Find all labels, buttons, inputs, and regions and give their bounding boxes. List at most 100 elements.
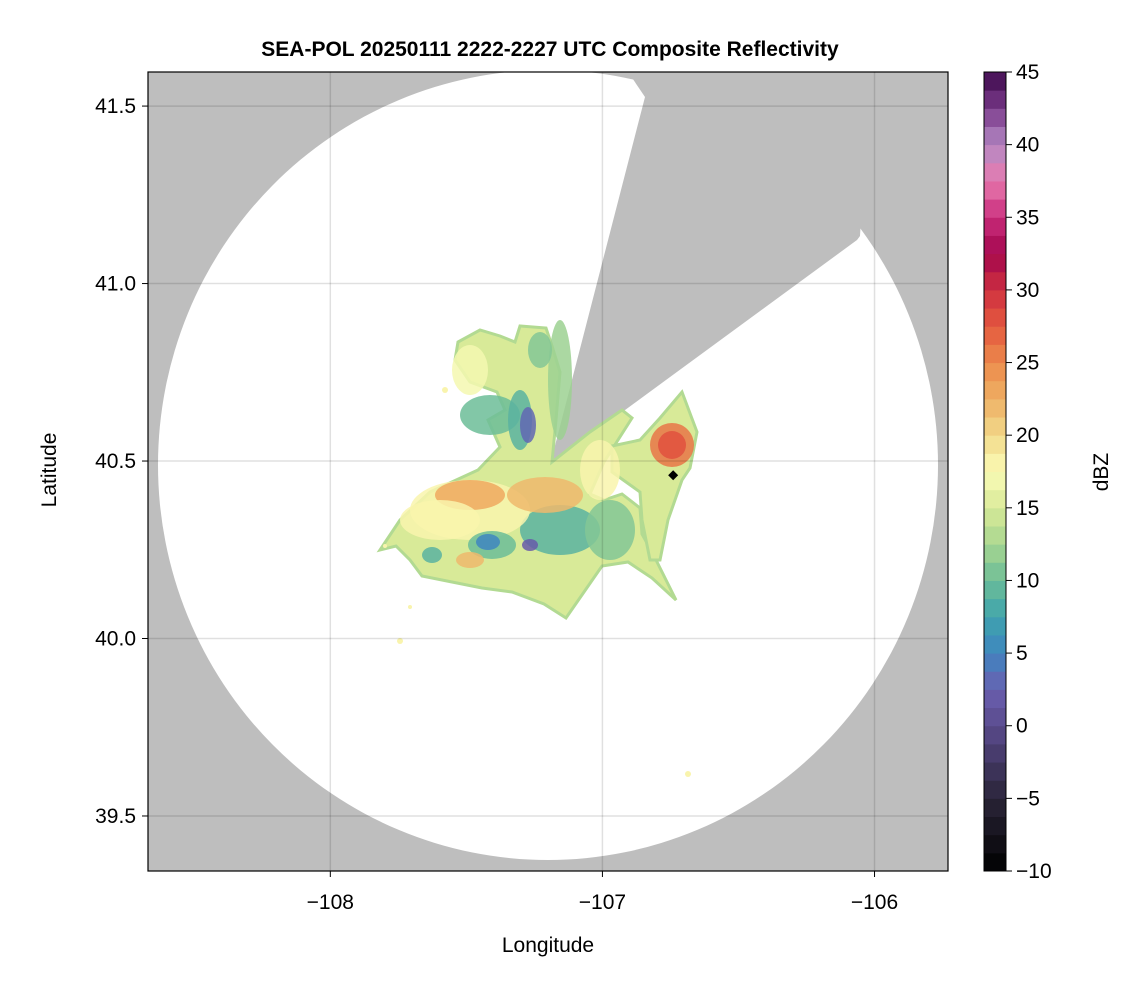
colorbar-bin bbox=[984, 634, 1006, 654]
colorbar-tick-label: 5 bbox=[1016, 642, 1028, 665]
colorbar-bin bbox=[984, 90, 1006, 109]
colorbar-bin bbox=[984, 253, 1006, 273]
colorbar-bin bbox=[984, 525, 1006, 545]
colorbar-bin bbox=[984, 398, 1006, 418]
colorbar-bin bbox=[984, 507, 1006, 527]
echo-cell bbox=[528, 332, 552, 368]
grid bbox=[148, 72, 948, 871]
colorbar-tick-label: −10 bbox=[1016, 860, 1052, 883]
echo-cell bbox=[580, 440, 620, 500]
colorbar-bin bbox=[984, 417, 1006, 436]
colorbar-tick-label: 20 bbox=[1016, 424, 1039, 447]
y-tick-label: 41.5 bbox=[95, 95, 136, 118]
colorbar-frame bbox=[983, 71, 1007, 872]
x-axis-label: Longitude bbox=[502, 934, 594, 957]
colorbar-bin bbox=[984, 72, 1006, 91]
colorbar-bin bbox=[984, 689, 1006, 709]
echo-cell bbox=[397, 638, 403, 644]
echo-cell bbox=[456, 552, 484, 568]
echo-cell bbox=[507, 477, 583, 513]
plot-area bbox=[148, 72, 948, 871]
echo-cell bbox=[658, 431, 686, 459]
echo-cell bbox=[442, 387, 448, 393]
x-tick-label: −108 bbox=[307, 891, 354, 914]
echo-cell bbox=[408, 605, 412, 609]
colorbar-tick-label: 0 bbox=[1016, 715, 1028, 738]
colorbar-bin bbox=[984, 489, 1006, 509]
colorbar-bin bbox=[984, 598, 1006, 618]
colorbar-bin bbox=[984, 453, 1006, 472]
echo-cell bbox=[476, 534, 500, 550]
colorbar-bin bbox=[984, 816, 1006, 836]
colorbar-bin bbox=[984, 362, 1006, 382]
colorbar-bin bbox=[984, 126, 1006, 146]
y-tick-label: 40.0 bbox=[95, 628, 136, 651]
colorbar-bin bbox=[984, 162, 1006, 182]
colorbar-bin bbox=[984, 144, 1006, 164]
colorbar-label: dBZ bbox=[1090, 453, 1113, 492]
blocked-sector bbox=[550, 72, 870, 465]
colorbar-bin bbox=[984, 471, 1006, 491]
colorbar-bin bbox=[984, 217, 1006, 236]
echo-cell bbox=[383, 544, 387, 548]
colorbar-tick-label: 45 bbox=[1016, 61, 1039, 84]
colorbar-tick-label: 35 bbox=[1016, 206, 1039, 229]
echo-cell bbox=[400, 500, 480, 540]
site-marker bbox=[668, 470, 679, 481]
y-axis: 39.5 40.0 40.5 41.0 41.5 bbox=[95, 95, 148, 828]
y-tick-label: 39.5 bbox=[95, 805, 136, 828]
colorbar-bin bbox=[984, 653, 1006, 672]
y-tick-label: 41.0 bbox=[95, 273, 136, 296]
echo-cell bbox=[422, 547, 442, 563]
colorbar-bin bbox=[984, 271, 1006, 291]
echo-cell bbox=[548, 320, 572, 440]
echo-cell bbox=[460, 395, 520, 435]
colorbar-bin bbox=[984, 798, 1006, 818]
colorbar-tick-label: 25 bbox=[1016, 352, 1039, 375]
colorbar-tick-label: 10 bbox=[1016, 569, 1039, 592]
colorbar-bin bbox=[984, 344, 1006, 364]
echo-cell bbox=[685, 771, 691, 777]
colorbar-tick-label: 40 bbox=[1016, 134, 1039, 157]
x-axis: −108 −107 −106 bbox=[307, 871, 898, 914]
x-tick-label: −107 bbox=[579, 891, 626, 914]
colorbar-bin bbox=[984, 834, 1006, 854]
colorbar-bin bbox=[984, 380, 1006, 400]
colorbar-bin bbox=[984, 671, 1006, 690]
colorbar-tick-label: 30 bbox=[1016, 279, 1039, 302]
colorbar-tick-label: 15 bbox=[1016, 497, 1039, 520]
colorbar-bin bbox=[984, 544, 1006, 563]
echo-cell bbox=[585, 500, 635, 560]
colorbar-bin bbox=[984, 852, 1006, 872]
colorbar-bin bbox=[984, 743, 1006, 763]
echo-cell bbox=[522, 539, 538, 551]
colorbar-bin bbox=[984, 762, 1006, 781]
colorbar-bin bbox=[984, 580, 1006, 600]
colorbar-bin bbox=[984, 308, 1006, 327]
colorbar-bin bbox=[984, 108, 1006, 127]
colorbar-bin bbox=[984, 780, 1006, 799]
colorbar-bin bbox=[984, 326, 1006, 345]
colorbar-bin bbox=[984, 725, 1006, 745]
x-tick-label: −106 bbox=[851, 891, 898, 914]
echo-cell bbox=[452, 345, 488, 395]
colorbar-bin bbox=[984, 199, 1006, 218]
y-tick-label: 40.5 bbox=[95, 450, 136, 473]
echo-cell bbox=[520, 505, 600, 555]
colorbar-bin bbox=[984, 289, 1006, 309]
colorbar-bin bbox=[984, 435, 1006, 454]
colorbar-bin bbox=[984, 180, 1006, 200]
plot-frame bbox=[147, 71, 949, 872]
colorbar-bin bbox=[984, 562, 1006, 581]
y-axis-label: Latitude bbox=[38, 433, 61, 508]
reflectivity-echoes bbox=[376, 320, 699, 777]
echo-cell bbox=[520, 407, 536, 443]
colorbar-tick-label: −5 bbox=[1016, 787, 1040, 810]
colorbar-bin bbox=[984, 235, 1006, 255]
colorbar-bin bbox=[984, 616, 1006, 636]
colorbar: −10 −5 0 5 10 15 20 25 30 35 40 45 bbox=[983, 61, 1052, 883]
colorbar-bin bbox=[984, 707, 1006, 727]
chart-title: SEA-POL 20250111 2222-2227 UTC Composite… bbox=[261, 38, 839, 61]
